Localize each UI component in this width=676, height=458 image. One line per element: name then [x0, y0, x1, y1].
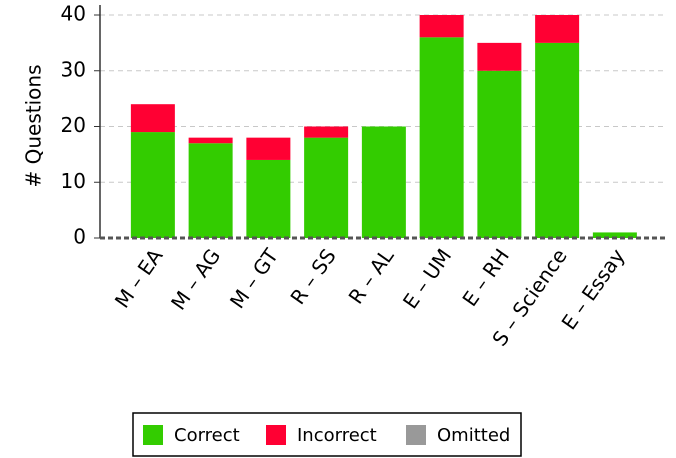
- x-tick-label: M – GT: [225, 244, 284, 313]
- y-tick-label: 40: [61, 2, 86, 26]
- y-tick-label: 20: [61, 113, 86, 137]
- y-tick-label: 0: [73, 225, 86, 249]
- bar: [130, 132, 175, 238]
- legend-swatch: [266, 425, 286, 445]
- bar: [304, 126, 349, 138]
- x-tick-label: M – EA: [110, 244, 168, 312]
- x-tick-label: R – AL: [344, 244, 399, 309]
- x-tick-label: E – RH: [457, 244, 514, 310]
- y-tick-label: 30: [61, 57, 86, 81]
- legend-label: Omitted: [437, 425, 510, 446]
- x-tick-label: E – UM: [398, 244, 456, 313]
- legend: Correct Incorrect Omitted: [132, 412, 522, 457]
- bar: [246, 137, 291, 160]
- bar: [419, 15, 464, 38]
- bar: [477, 70, 522, 238]
- bar: [361, 126, 406, 238]
- legend-label: Incorrect: [297, 425, 377, 446]
- bar: [477, 42, 522, 71]
- legend-label: Correct: [174, 425, 240, 446]
- bar: [304, 137, 349, 238]
- bar: [419, 37, 464, 238]
- x-tick-label: M – AG: [166, 244, 225, 314]
- bar: [188, 137, 233, 144]
- bar: [535, 42, 580, 238]
- y-tick-label: 10: [61, 169, 86, 193]
- legend-swatch: [406, 425, 426, 445]
- legend-swatch: [143, 425, 163, 445]
- x-tick-label: R – SS: [285, 244, 340, 309]
- bar: [130, 104, 175, 133]
- bar: [188, 143, 233, 238]
- legend-box: [132, 412, 522, 457]
- y-axis-label: # Questions: [22, 65, 46, 188]
- bar: [246, 159, 291, 238]
- bar: [592, 232, 637, 238]
- bar: [535, 15, 580, 43]
